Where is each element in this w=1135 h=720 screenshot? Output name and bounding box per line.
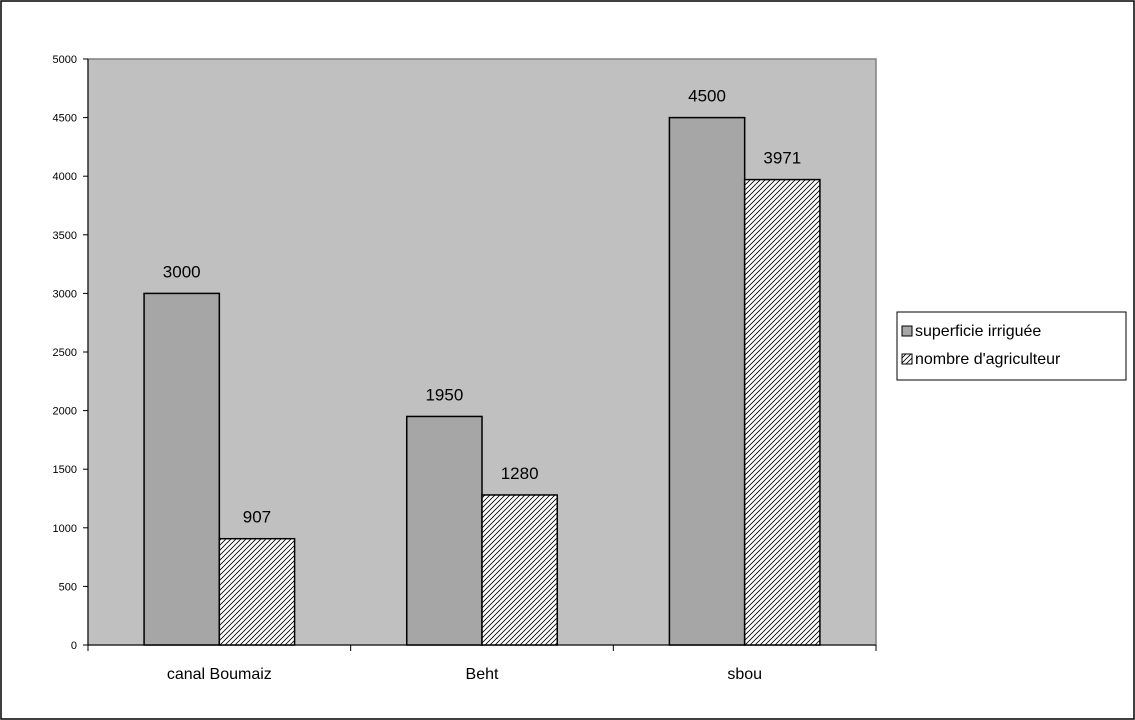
bar (668, 116, 746, 646)
y-tick-label: 1000 (53, 523, 77, 535)
legend-label: nombre d'agriculteur (915, 351, 1061, 368)
data-label: 1280 (501, 464, 539, 483)
data-label: 1950 (425, 385, 463, 404)
bar (743, 178, 821, 646)
y-tick-label: 3500 (53, 230, 77, 242)
x-tick-label: canal Boumaiz (167, 666, 272, 683)
legend-swatch (901, 325, 913, 337)
bar (218, 537, 296, 646)
legend-label: superficie irriguée (915, 323, 1041, 340)
y-tick-label: 0 (71, 640, 77, 652)
y-tick-label: 4000 (53, 171, 77, 183)
data-label: 3971 (763, 149, 801, 168)
y-tick-label: 5000 (53, 54, 77, 66)
y-tick-label: 1500 (53, 464, 77, 476)
x-tick-label: Beht (466, 666, 499, 683)
legend-swatch (901, 353, 913, 365)
data-label: 4500 (688, 87, 726, 106)
y-tick-label: 500 (59, 581, 77, 593)
y-tick-label: 4500 (53, 113, 77, 125)
bar (143, 292, 221, 646)
y-tick-label: 2500 (53, 347, 77, 359)
bar (481, 494, 559, 646)
data-label: 3000 (163, 262, 201, 281)
legend (896, 311, 1127, 381)
bar (405, 415, 483, 646)
y-tick-label: 3000 (53, 288, 77, 300)
y-tick-label: 2000 (53, 406, 77, 418)
x-tick-label: sbou (727, 666, 762, 683)
data-label: 907 (243, 508, 271, 527)
